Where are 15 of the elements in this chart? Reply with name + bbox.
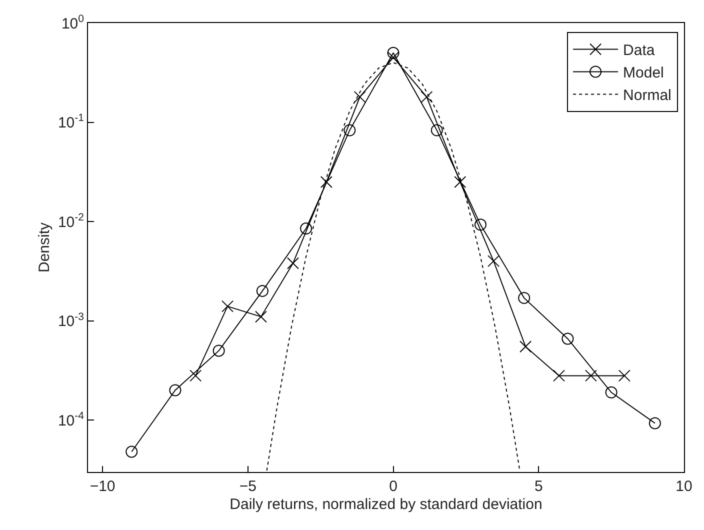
- legend-label: Model: [623, 64, 664, 82]
- legend-label: Normal: [623, 87, 672, 104]
- x-tick-label: 10: [676, 478, 692, 495]
- x-tick-label: 5: [534, 478, 543, 495]
- x-tick-label: −10: [90, 478, 116, 495]
- y-tick-label: 10$^{-3}$: [58, 310, 84, 330]
- y-tick-label: 10$^{-4}$: [58, 410, 84, 430]
- y-tick-label: 10$^{0}$: [61, 12, 84, 32]
- legend-label: Data: [623, 42, 656, 60]
- x-tick-label: −5: [239, 478, 256, 495]
- y-axis-title: Density: [36, 222, 54, 273]
- x-axis-title: Daily returns, normalized by standard deviation: [230, 496, 542, 513]
- y-tick-label: 10$^{-1}$: [58, 112, 84, 132]
- x-tick-label: 0: [389, 478, 398, 495]
- y-tick-label: 10$^{-2}$: [58, 212, 84, 231]
